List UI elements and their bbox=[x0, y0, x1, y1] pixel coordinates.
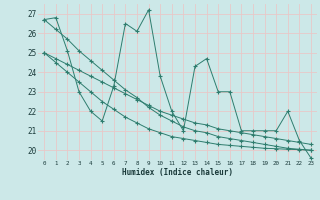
X-axis label: Humidex (Indice chaleur): Humidex (Indice chaleur) bbox=[122, 168, 233, 177]
